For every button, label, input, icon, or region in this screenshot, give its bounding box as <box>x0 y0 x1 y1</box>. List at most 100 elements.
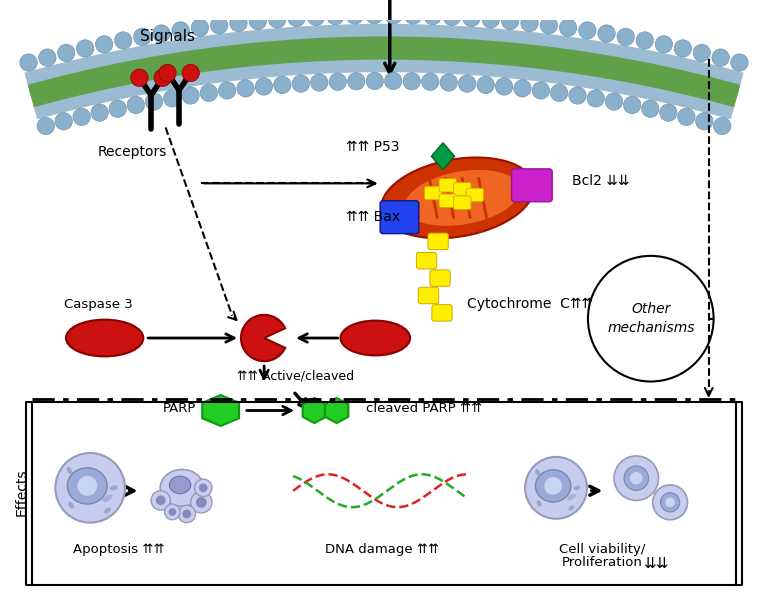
Text: Effects: Effects <box>15 469 28 516</box>
Circle shape <box>502 13 519 30</box>
Circle shape <box>237 80 254 97</box>
Text: Apoptosis ⇈⇈: Apoptosis ⇈⇈ <box>73 543 165 556</box>
PathPatch shape <box>25 24 743 119</box>
Circle shape <box>329 73 346 90</box>
Circle shape <box>131 69 148 86</box>
FancyBboxPatch shape <box>419 288 439 304</box>
Ellipse shape <box>68 468 108 504</box>
Circle shape <box>588 256 713 382</box>
Polygon shape <box>325 398 349 423</box>
Circle shape <box>605 93 623 110</box>
Circle shape <box>660 104 677 122</box>
Polygon shape <box>303 398 326 423</box>
Text: PARP: PARP <box>163 402 196 415</box>
Text: Cytochrome  C⇈⇈: Cytochrome C⇈⇈ <box>467 297 593 311</box>
FancyBboxPatch shape <box>430 270 450 286</box>
Circle shape <box>200 84 217 102</box>
PathPatch shape <box>28 37 740 107</box>
Circle shape <box>194 479 212 497</box>
Ellipse shape <box>381 158 534 238</box>
Circle shape <box>114 32 132 49</box>
Circle shape <box>674 40 691 57</box>
Circle shape <box>134 28 151 46</box>
Text: DNA damage ⇈⇈: DNA damage ⇈⇈ <box>325 543 439 556</box>
FancyBboxPatch shape <box>511 169 552 202</box>
Circle shape <box>255 78 273 95</box>
Circle shape <box>182 87 199 104</box>
Polygon shape <box>432 143 455 170</box>
Circle shape <box>58 44 75 62</box>
Wedge shape <box>241 315 285 361</box>
Ellipse shape <box>170 476 190 494</box>
Circle shape <box>624 96 641 114</box>
Ellipse shape <box>67 467 72 474</box>
Circle shape <box>73 108 91 126</box>
Circle shape <box>196 497 207 508</box>
Circle shape <box>273 76 291 93</box>
Ellipse shape <box>104 507 111 513</box>
Circle shape <box>218 82 236 99</box>
Text: Proliferation: Proliferation <box>562 556 643 570</box>
Circle shape <box>326 7 344 25</box>
Circle shape <box>230 14 247 32</box>
Circle shape <box>677 108 695 126</box>
Ellipse shape <box>567 494 576 500</box>
Circle shape <box>525 457 587 519</box>
Circle shape <box>696 113 713 130</box>
FancyBboxPatch shape <box>428 233 449 250</box>
Circle shape <box>578 22 596 39</box>
Circle shape <box>660 493 680 512</box>
Polygon shape <box>202 395 239 426</box>
Text: Receptors: Receptors <box>98 145 167 159</box>
Circle shape <box>348 72 365 90</box>
FancyBboxPatch shape <box>380 201 419 234</box>
Circle shape <box>730 54 748 71</box>
Circle shape <box>569 87 586 104</box>
Text: Other: Other <box>631 302 670 316</box>
Ellipse shape <box>574 486 581 490</box>
Text: mechanisms: mechanisms <box>607 321 694 335</box>
Circle shape <box>55 113 72 130</box>
Text: ⇈⇈ Active/cleaved: ⇈⇈ Active/cleaved <box>237 370 354 383</box>
Circle shape <box>366 72 383 90</box>
Circle shape <box>462 10 480 27</box>
Text: ⇈⇈ P53: ⇈⇈ P53 <box>346 140 400 153</box>
FancyBboxPatch shape <box>454 183 471 196</box>
Circle shape <box>636 32 654 49</box>
Circle shape <box>385 7 402 24</box>
Circle shape <box>151 491 170 510</box>
Circle shape <box>127 96 144 114</box>
Circle shape <box>199 483 207 492</box>
Circle shape <box>38 49 56 66</box>
Circle shape <box>482 11 499 28</box>
Circle shape <box>183 510 191 518</box>
Circle shape <box>91 104 108 122</box>
Circle shape <box>191 19 209 37</box>
Circle shape <box>159 64 176 81</box>
Circle shape <box>514 80 531 97</box>
Circle shape <box>551 84 568 102</box>
Circle shape <box>403 72 420 90</box>
Circle shape <box>545 477 562 495</box>
Circle shape <box>405 7 422 24</box>
FancyBboxPatch shape <box>416 252 437 269</box>
Circle shape <box>624 466 648 491</box>
Circle shape <box>288 10 306 27</box>
Circle shape <box>109 100 127 117</box>
Circle shape <box>182 64 200 81</box>
Circle shape <box>655 36 673 53</box>
FancyBboxPatch shape <box>454 196 471 210</box>
Circle shape <box>521 14 538 32</box>
Circle shape <box>366 7 383 24</box>
Circle shape <box>532 82 550 99</box>
Text: ⇈⇈ Bax: ⇈⇈ Bax <box>346 210 400 224</box>
Circle shape <box>37 117 55 135</box>
Circle shape <box>587 90 604 107</box>
Circle shape <box>164 90 181 107</box>
FancyBboxPatch shape <box>439 179 456 192</box>
FancyBboxPatch shape <box>466 188 484 202</box>
Text: Caspase 3: Caspase 3 <box>64 298 133 311</box>
Ellipse shape <box>405 170 520 226</box>
Circle shape <box>641 100 659 117</box>
Ellipse shape <box>535 470 571 502</box>
